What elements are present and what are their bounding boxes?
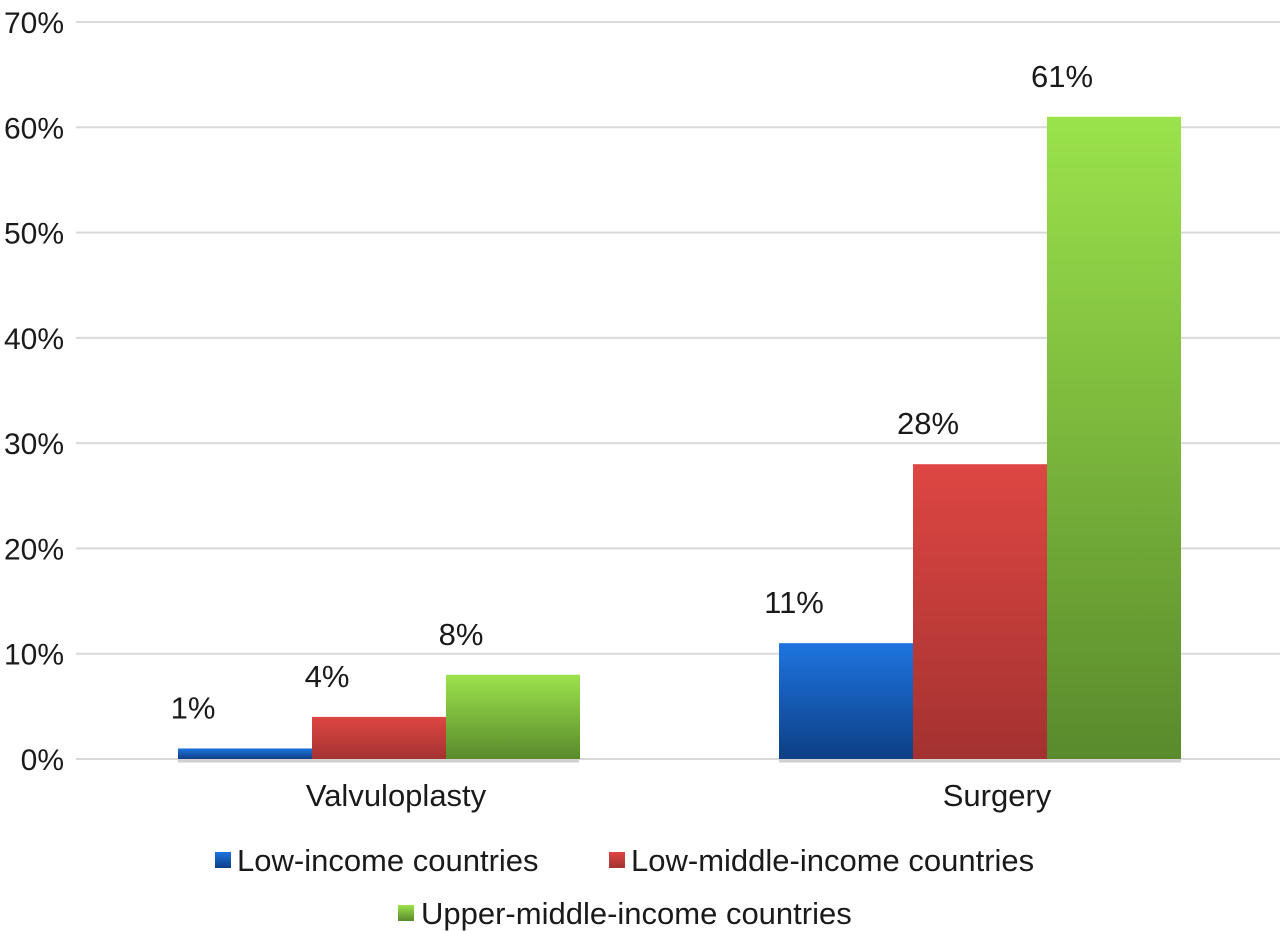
y-tick-label: 20%: [4, 533, 64, 566]
data-label: 4%: [305, 659, 350, 694]
legend-label: Low-middle-income countries: [631, 843, 1034, 878]
legend-label: Upper-middle-income countries: [421, 896, 852, 931]
bar: [312, 716, 446, 759]
y-tick-label: 50%: [4, 218, 64, 251]
legend-swatch: [398, 905, 414, 921]
bar: [779, 643, 913, 759]
y-axis-tick-labels: 0% 10% 20% 30% 40% 50% 60% 70%: [4, 7, 64, 777]
data-labels: 1% 4% 8% 11% 28% 61%: [171, 59, 1093, 726]
data-label: 11%: [764, 585, 824, 620]
legend-swatch: [215, 852, 231, 868]
x-axis-category-labels: Valvuloplasty Surgery: [306, 778, 1052, 813]
legend: Low-income countries Low-middle-income co…: [215, 843, 1034, 931]
y-tick-label: 0%: [21, 744, 64, 777]
category-label: Valvuloplasty: [306, 778, 487, 813]
legend-label: Low-income countries: [237, 843, 539, 878]
data-label: 8%: [439, 617, 484, 652]
bar: [178, 748, 312, 759]
data-label: 1%: [171, 690, 216, 725]
data-label: 61%: [1031, 59, 1093, 94]
bar: [913, 464, 1047, 759]
bar: [1047, 116, 1181, 759]
y-tick-label: 40%: [4, 323, 64, 356]
bars: [178, 116, 1181, 759]
category-label: Surgery: [943, 778, 1052, 813]
data-label: 28%: [897, 406, 959, 441]
bar: [446, 674, 580, 759]
y-tick-label: 10%: [4, 639, 64, 672]
y-tick-label: 60%: [4, 112, 64, 145]
legend-swatch: [609, 852, 625, 868]
y-tick-label: 30%: [4, 428, 64, 461]
y-tick-label: 70%: [4, 7, 64, 40]
gridlines: [76, 21, 1280, 760]
